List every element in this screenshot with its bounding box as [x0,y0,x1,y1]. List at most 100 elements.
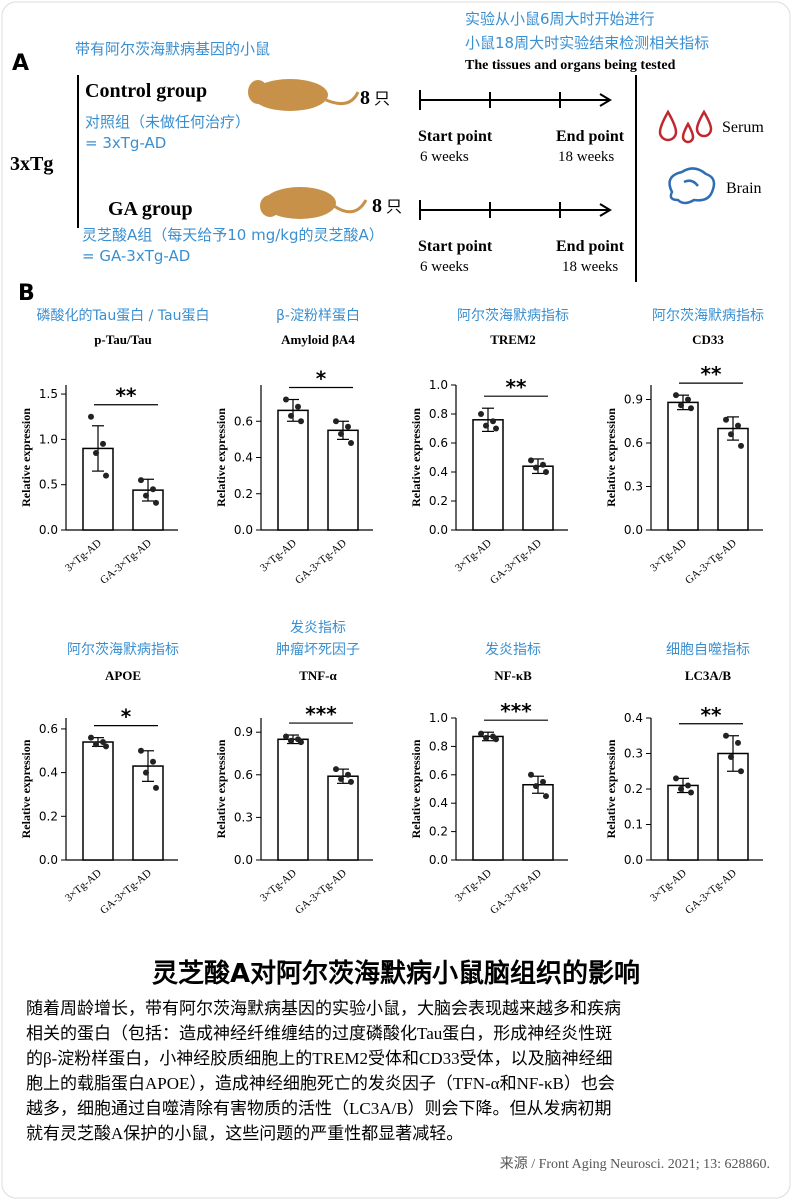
data-point [333,766,339,773]
data-point [728,431,734,438]
chart-title: TNF-α [299,668,337,683]
data-point [735,739,741,746]
start-label: Start point [418,238,493,255]
panel-label: B [18,281,35,306]
y-tick-label: 0.5 [39,478,58,492]
model: 3xTg [10,153,53,175]
group-note: 灵芝酸A组（每天给予10 mg/kg的灵芝酸A） [82,226,384,244]
data-point [540,461,546,468]
y-tick-label: 0.4 [234,451,253,465]
y-tick-label: 1.0 [429,378,448,392]
data-point [93,741,99,748]
bar [717,427,749,531]
data-point [333,418,339,425]
y-tick-label: 0.3 [624,747,643,761]
y-tick-label: 0.6 [624,436,643,450]
data-point [143,492,149,499]
data-point [288,737,294,744]
chart-title: LC3A/B [685,668,732,683]
data-point [150,758,156,765]
data-point [533,783,539,790]
data-point [100,440,106,447]
caption-line: 随着周龄增长，带有阿尔茨海默病基因的实验小鼠，大脑会表现越来越多和疾病 [26,999,621,1018]
y-tick-label: 0.0 [39,523,58,537]
start-label: Start point [418,128,493,145]
data-point [528,457,534,464]
y-tick-label: 0.2 [39,809,58,823]
data-point [688,789,694,796]
y-tick-label: 0.0 [429,853,448,867]
mouse-icon [260,187,368,219]
y-axis-label: Relative expression [604,739,618,838]
y-tick-label: 0.2 [429,825,448,839]
data-point [738,442,744,449]
y-axis-label: Relative expression [214,408,228,507]
data-point [723,416,729,423]
data-point [490,418,496,425]
y-tick-label: 0.4 [429,465,448,479]
bar [522,465,554,531]
y-axis-label: Relative expression [214,739,228,838]
chart-title: Amyloid βA4 [281,332,355,347]
caption-line: 胞上的载脂蛋白APOE），造成神经细胞死亡的发炎因子（TFN-α和NF-κB）也… [26,1074,615,1093]
bar [327,429,359,531]
data-point [348,440,354,446]
bar [277,409,309,531]
y-tick-label: 0.6 [39,722,58,736]
data-point [528,771,534,778]
bar [132,765,164,861]
y-tick-label: 1.5 [39,387,58,401]
group-alias: = GA-3xTg-AD [82,247,190,265]
chart-annotation: 阿尔茨海默病指标 [652,308,764,324]
data-point [153,784,159,791]
bar [327,775,359,861]
data-point [88,734,94,741]
count: 8 [372,195,382,217]
data-point [738,768,744,775]
mouse-icon [248,79,360,111]
panel-label: A [12,51,29,76]
data-point [688,405,694,412]
serum-icon [658,109,713,144]
significance: *** [500,699,532,723]
y-tick-label: 0.0 [234,523,253,537]
data-point [543,793,549,800]
y-axis-label: Relative expression [409,739,423,838]
y-tick-label: 0.3 [234,810,253,824]
y-axis-label: Relative expression [19,739,33,838]
end-label: End point [556,128,625,145]
data-point [100,739,106,746]
header-line: 小鼠18周大时实验结束检测相关指标 [465,34,709,52]
end-time: 18 weeks [558,149,614,165]
chart-title: TREM2 [490,332,536,347]
y-tick-label: 0.3 [624,480,643,494]
header-line: The tissues and organs being tested [465,58,676,73]
start-time: 6 weeks [420,149,469,165]
chart-title: CD33 [692,332,724,347]
data-point [483,422,489,429]
y-tick-label: 0.6 [429,768,448,782]
bar [82,741,114,861]
group-name: Control group [85,80,207,102]
data-point [93,449,99,456]
chart-annotation: 磷酸化的Tau蛋白 / Tau蛋白 [37,308,210,324]
data-point [673,775,679,782]
significance: ** [116,384,137,408]
y-tick-label: 0.6 [234,414,253,428]
chart-title: NF-κB [494,668,532,683]
caption-title: 灵芝酸A对阿尔茨海默病小鼠脑组织的影响 [152,958,640,989]
y-tick-label: 0.8 [429,739,448,753]
group-name: GA group [108,198,193,220]
data-point [138,477,144,484]
caption-line: 的β-淀粉样蛋白，小神经胶质细胞上的TREM2受体和CD33受体，以及脑神经细 [26,1049,613,1068]
y-tick-label: 1.0 [39,432,58,446]
source: 来源 / Front Aging Neurosci. 2021; 13: 628… [500,1156,770,1172]
y-tick-label: 0.2 [234,487,253,501]
start-time: 6 weeks [420,259,469,275]
tissue: Serum [722,119,764,136]
data-point [478,730,484,737]
chart-title: p-Tau/Tau [94,332,152,347]
end-time: 18 weeks [562,259,618,275]
